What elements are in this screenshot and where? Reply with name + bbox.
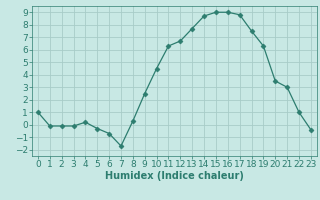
X-axis label: Humidex (Indice chaleur): Humidex (Indice chaleur) [105, 171, 244, 181]
